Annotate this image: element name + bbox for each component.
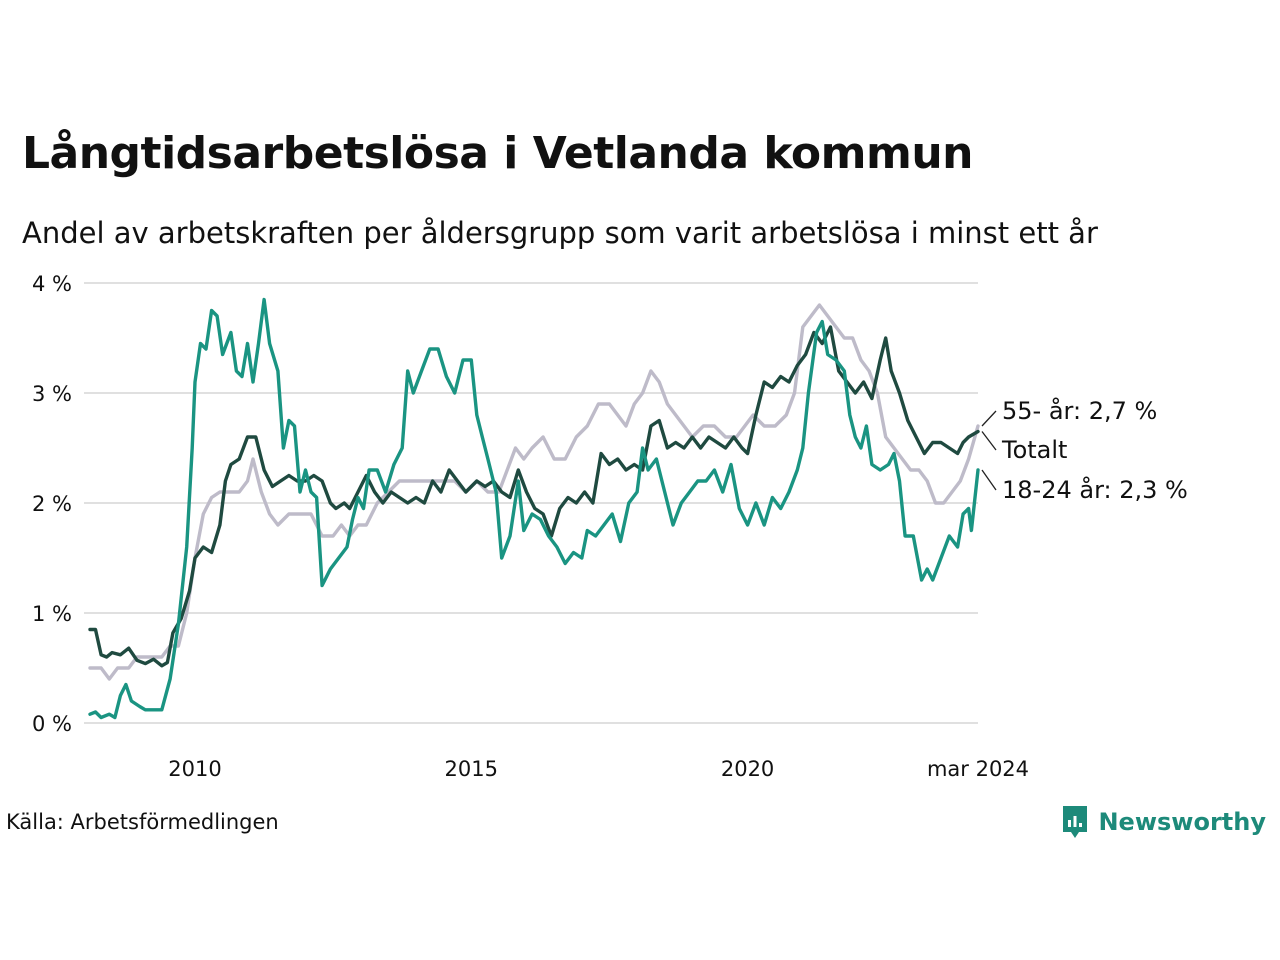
y-axis-ticks: 0 % 1 % 2 % 3 % 4 % [32, 272, 72, 736]
newsworthy-logo-icon [1063, 806, 1088, 838]
y-tick-label: 3 % [32, 382, 72, 406]
chart-title: Långtidsarbetslösa i Vetlanda kommun [22, 128, 974, 179]
y-tick-label: 2 % [32, 492, 72, 516]
x-tick-label: 2015 [445, 757, 498, 781]
y-tick-label: 4 % [32, 272, 72, 296]
y-tick-label: 0 % [32, 712, 72, 736]
x-tick-label: 2010 [168, 757, 221, 781]
end-label-age55: 55- år: 2,7 % [1002, 396, 1157, 425]
series-line-age55 [88, 303, 980, 681]
brand-name: Newsworthy [1098, 808, 1266, 836]
chart-subtitle: Andel av arbetskraften per åldersgrupp s… [22, 216, 1098, 250]
end-label-total: Totalt [1001, 436, 1067, 464]
x-tick-label: mar 2024 [927, 757, 1029, 781]
end-label-age1824: 18-24 år: 2,3 % [1002, 475, 1188, 504]
series-line-total [88, 325, 980, 668]
brand-logo[interactable]: Newsworthy [1060, 802, 1266, 842]
y-tick-label: 1 % [32, 602, 72, 626]
leader-line [981, 431, 997, 451]
leader-line [981, 469, 997, 491]
end-labels: 55- år: 2,7 % Totalt 18-24 år: 2,3 % [981, 396, 1188, 504]
x-axis-ticks: 2010 2015 2020 mar 2024 [168, 757, 1029, 781]
source-note: Källa: Arbetsförmedlingen [6, 810, 279, 834]
x-tick-label: 2020 [721, 757, 774, 781]
leader-line [981, 410, 997, 427]
series-line-age1824 [88, 297, 980, 720]
series-lines [88, 297, 980, 720]
